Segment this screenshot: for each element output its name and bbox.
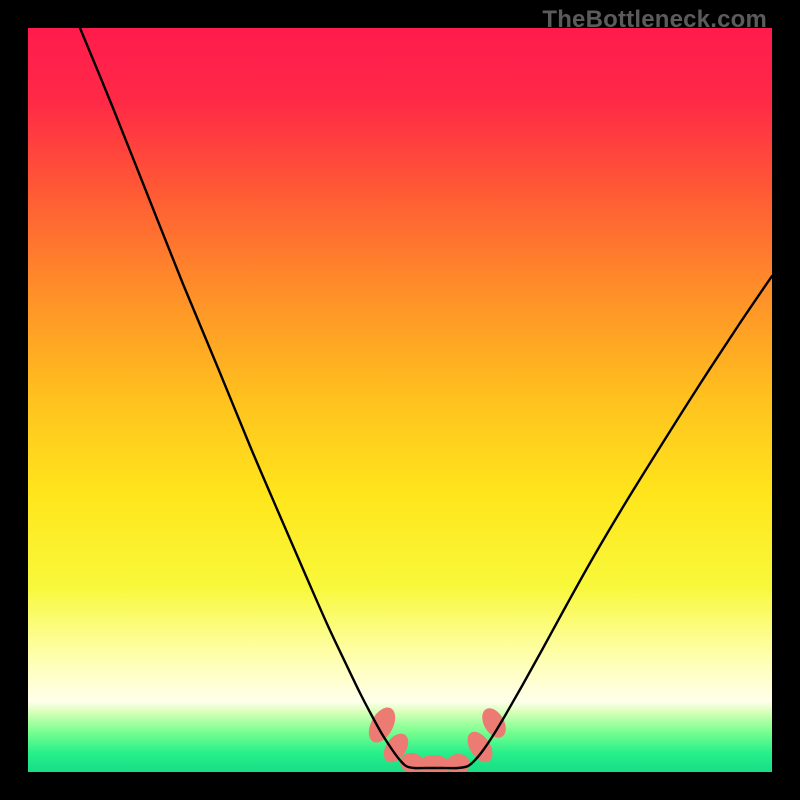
plot-area [28,28,772,772]
gradient-background [28,28,772,772]
watermark-text: TheBottleneck.com [542,6,767,34]
plot-svg [28,28,772,772]
chart-frame: TheBottleneck.com [0,0,800,800]
